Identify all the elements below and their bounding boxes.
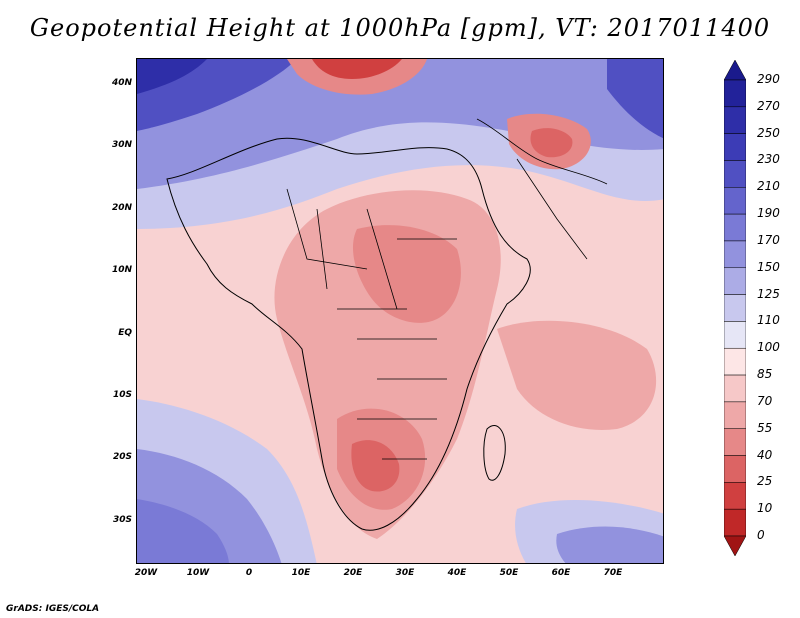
lon-label-70e: 70E <box>603 568 623 578</box>
lon-label-10w: 10W <box>186 568 210 578</box>
lat-label-30s: 30S <box>112 515 132 525</box>
colorbar-label: 150 <box>757 259 780 274</box>
colorbar-label: 100 <box>757 340 780 355</box>
geopotential-field <box>137 59 663 563</box>
lon-label-40e: 40E <box>447 568 467 578</box>
colorbar-label: 25 <box>757 474 773 489</box>
colorbar-label: 270 <box>757 98 780 113</box>
colorbar-box <box>724 508 746 537</box>
colorbar-label: 125 <box>757 286 780 301</box>
colorbar-label: 170 <box>757 232 780 247</box>
colorbar-box <box>724 347 746 376</box>
colorbar-label: 10 <box>757 501 773 516</box>
lat-label-20s: 20S <box>112 452 132 462</box>
colorbar-label: 230 <box>757 152 780 167</box>
map-panel <box>136 58 664 564</box>
colorbar-label: 250 <box>757 125 780 140</box>
colorbar-label: 40 <box>757 447 773 462</box>
colorbar <box>724 60 746 556</box>
colorbar-box <box>724 160 746 188</box>
colorbar-box <box>724 428 746 456</box>
colorbar-label: 85 <box>757 367 773 382</box>
lat-label-10s: 10S <box>112 390 132 400</box>
colorbar-label: 210 <box>757 179 780 194</box>
colorbar-box <box>724 374 746 403</box>
colorbar-box <box>724 79 746 108</box>
lon-label-30e: 30E <box>395 568 415 578</box>
colorbar-label: 190 <box>757 206 780 221</box>
map-title: Geopotential Height at 1000hPa [gpm], VT… <box>29 14 771 42</box>
colorbar-label: 55 <box>757 420 773 435</box>
colorbar-box <box>724 133 746 161</box>
colorbar-label: 70 <box>757 393 773 408</box>
colorbar-box <box>724 482 746 510</box>
lon-label-20e: 20E <box>343 568 363 578</box>
lat-label-30n: 30N <box>111 140 132 150</box>
lat-label-eq: EQ <box>118 328 132 338</box>
colorbar-label: 290 <box>757 72 780 86</box>
colorbar-box <box>724 240 746 269</box>
lat-label-20n: 20N <box>111 203 132 213</box>
lon-label-60e: 60E <box>551 568 571 578</box>
colorbar-bottom-triangle <box>724 535 746 556</box>
colorbar-box <box>724 455 746 483</box>
colorbar-box <box>724 294 746 322</box>
lon-label-0: 0 <box>245 568 253 578</box>
lat-label-40n: 40N <box>111 78 132 88</box>
lon-label-20w: 20W <box>134 568 158 578</box>
colorbar-box <box>724 267 746 295</box>
credit-label: GrADS: IGES/COLA <box>6 604 100 614</box>
colorbar-box <box>724 213 746 242</box>
colorbar-label: 110 <box>757 313 780 328</box>
colorbar-box <box>724 187 746 215</box>
colorbar-box <box>724 321 746 349</box>
colorbar-top-triangle <box>724 60 746 81</box>
colorbar-box <box>724 106 746 134</box>
lat-label-10n: 10N <box>111 265 132 275</box>
colorbar-box <box>724 401 746 429</box>
lon-label-10e: 10E <box>291 568 311 578</box>
lon-label-50e: 50E <box>499 568 519 578</box>
colorbar-label: 0 <box>757 528 765 542</box>
